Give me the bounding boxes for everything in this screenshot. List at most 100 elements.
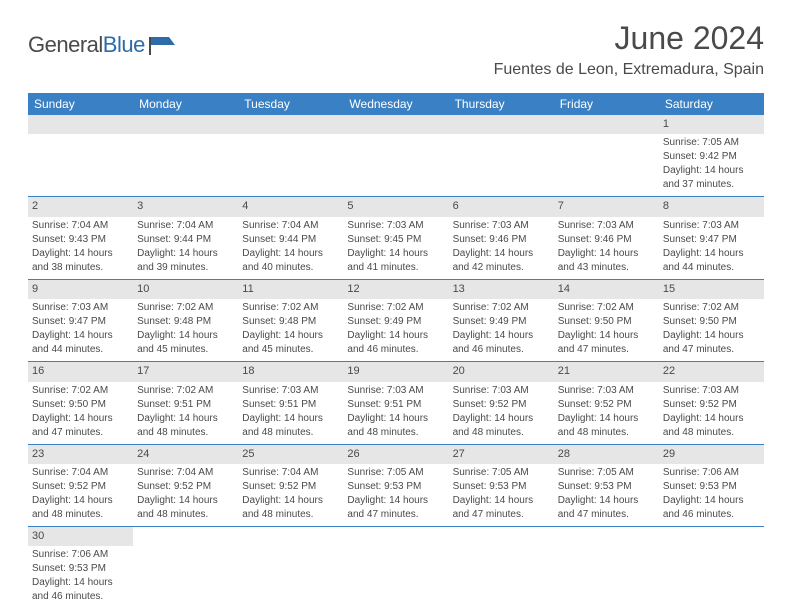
calendar-day-cell: 11Sunrise: 7:02 AMSunset: 9:48 PMDayligh…: [238, 279, 343, 361]
daylight-text-1: Daylight: 14 hours: [347, 247, 444, 261]
daylight-text-1: Daylight: 14 hours: [242, 247, 339, 261]
sunset-text: Sunset: 9:48 PM: [242, 315, 339, 329]
day-body: Sunrise: 7:04 AMSunset: 9:43 PMDaylight:…: [28, 217, 133, 279]
daylight-text-2: and 44 minutes.: [32, 343, 129, 357]
sunset-text: Sunset: 9:51 PM: [347, 398, 444, 412]
daylight-text-1: Daylight: 14 hours: [137, 494, 234, 508]
sunrise-text: Sunrise: 7:04 AM: [32, 466, 129, 480]
brand-logo: GeneralBlue: [28, 20, 177, 58]
calendar-day-cell: 21Sunrise: 7:03 AMSunset: 9:52 PMDayligh…: [554, 362, 659, 444]
daylight-text-1: Daylight: 14 hours: [347, 494, 444, 508]
calendar-day-cell: 14Sunrise: 7:02 AMSunset: 9:50 PMDayligh…: [554, 279, 659, 361]
calendar-day-cell: 29Sunrise: 7:06 AMSunset: 9:53 PMDayligh…: [659, 444, 764, 526]
daylight-text-1: Daylight: 14 hours: [453, 494, 550, 508]
day-number: 3: [133, 197, 238, 216]
day-number-empty: [28, 115, 133, 134]
day-number: 10: [133, 280, 238, 299]
calendar-week-row: 30Sunrise: 7:06 AMSunset: 9:53 PMDayligh…: [28, 526, 764, 608]
daylight-text-1: Daylight: 14 hours: [242, 494, 339, 508]
day-body: Sunrise: 7:03 AMSunset: 9:46 PMDaylight:…: [554, 217, 659, 279]
sunrise-text: Sunrise: 7:05 AM: [558, 466, 655, 480]
daylight-text-2: and 45 minutes.: [242, 343, 339, 357]
calendar-day-cell: 4Sunrise: 7:04 AMSunset: 9:44 PMDaylight…: [238, 197, 343, 279]
daylight-text-2: and 47 minutes.: [453, 508, 550, 522]
sunset-text: Sunset: 9:47 PM: [663, 233, 760, 247]
sunset-text: Sunset: 9:52 PM: [558, 398, 655, 412]
page-header: GeneralBlue June 2024 Fuentes de Leon, E…: [28, 20, 764, 79]
day-number: 21: [554, 362, 659, 381]
calendar-day-cell: 19Sunrise: 7:03 AMSunset: 9:51 PMDayligh…: [343, 362, 448, 444]
sunset-text: Sunset: 9:45 PM: [347, 233, 444, 247]
day-body: Sunrise: 7:04 AMSunset: 9:52 PMDaylight:…: [133, 464, 238, 526]
daylight-text-1: Daylight: 14 hours: [663, 329, 760, 343]
sunset-text: Sunset: 9:53 PM: [663, 480, 760, 494]
day-number: 29: [659, 445, 764, 464]
weekday-header: Saturday: [659, 93, 764, 115]
day-body: Sunrise: 7:02 AMSunset: 9:51 PMDaylight:…: [133, 382, 238, 444]
day-body: Sunrise: 7:03 AMSunset: 9:47 PMDaylight:…: [28, 299, 133, 361]
sunrise-text: Sunrise: 7:02 AM: [347, 301, 444, 315]
day-number-empty: [449, 115, 554, 134]
daylight-text-2: and 48 minutes.: [32, 508, 129, 522]
sunset-text: Sunset: 9:46 PM: [453, 233, 550, 247]
weekday-header-row: Sunday Monday Tuesday Wednesday Thursday…: [28, 93, 764, 115]
sunrise-text: Sunrise: 7:06 AM: [663, 466, 760, 480]
sunset-text: Sunset: 9:50 PM: [663, 315, 760, 329]
day-body: Sunrise: 7:05 AMSunset: 9:53 PMDaylight:…: [554, 464, 659, 526]
calendar-day-cell: 3Sunrise: 7:04 AMSunset: 9:44 PMDaylight…: [133, 197, 238, 279]
weekday-header: Tuesday: [238, 93, 343, 115]
sunset-text: Sunset: 9:52 PM: [137, 480, 234, 494]
day-number: 6: [449, 197, 554, 216]
day-body: Sunrise: 7:05 AMSunset: 9:53 PMDaylight:…: [343, 464, 448, 526]
calendar-day-cell: 7Sunrise: 7:03 AMSunset: 9:46 PMDaylight…: [554, 197, 659, 279]
sunset-text: Sunset: 9:49 PM: [347, 315, 444, 329]
daylight-text-2: and 43 minutes.: [558, 261, 655, 275]
sunrise-text: Sunrise: 7:03 AM: [453, 384, 550, 398]
sunrise-text: Sunrise: 7:03 AM: [242, 384, 339, 398]
calendar-day-cell: 27Sunrise: 7:05 AMSunset: 9:53 PMDayligh…: [449, 444, 554, 526]
calendar-day-cell: [28, 115, 133, 197]
daylight-text-1: Daylight: 14 hours: [453, 247, 550, 261]
sunset-text: Sunset: 9:52 PM: [32, 480, 129, 494]
day-number: 17: [133, 362, 238, 381]
sunrise-text: Sunrise: 7:03 AM: [558, 219, 655, 233]
sunrise-text: Sunrise: 7:02 AM: [137, 301, 234, 315]
weekday-header: Sunday: [28, 93, 133, 115]
day-body: Sunrise: 7:06 AMSunset: 9:53 PMDaylight:…: [659, 464, 764, 526]
daylight-text-1: Daylight: 14 hours: [32, 329, 129, 343]
daylight-text-1: Daylight: 14 hours: [137, 247, 234, 261]
day-number: 20: [449, 362, 554, 381]
calendar-day-cell: 18Sunrise: 7:03 AMSunset: 9:51 PMDayligh…: [238, 362, 343, 444]
daylight-text-1: Daylight: 14 hours: [137, 412, 234, 426]
sunset-text: Sunset: 9:44 PM: [242, 233, 339, 247]
daylight-text-2: and 48 minutes.: [663, 426, 760, 440]
day-body: Sunrise: 7:03 AMSunset: 9:46 PMDaylight:…: [449, 217, 554, 279]
daylight-text-2: and 46 minutes.: [32, 590, 129, 604]
day-number: 15: [659, 280, 764, 299]
calendar-day-cell: 17Sunrise: 7:02 AMSunset: 9:51 PMDayligh…: [133, 362, 238, 444]
daylight-text-1: Daylight: 14 hours: [347, 329, 444, 343]
calendar-day-cell: [133, 115, 238, 197]
day-number-empty: [238, 115, 343, 134]
calendar-day-cell: [554, 526, 659, 608]
daylight-text-2: and 48 minutes.: [242, 508, 339, 522]
day-number: 2: [28, 197, 133, 216]
sunset-text: Sunset: 9:53 PM: [453, 480, 550, 494]
daylight-text-2: and 48 minutes.: [137, 426, 234, 440]
day-number: 30: [28, 527, 133, 546]
calendar-table: Sunday Monday Tuesday Wednesday Thursday…: [28, 93, 764, 608]
daylight-text-2: and 38 minutes.: [32, 261, 129, 275]
daylight-text-1: Daylight: 14 hours: [558, 329, 655, 343]
daylight-text-1: Daylight: 14 hours: [558, 247, 655, 261]
day-body: Sunrise: 7:02 AMSunset: 9:50 PMDaylight:…: [28, 382, 133, 444]
day-body: Sunrise: 7:03 AMSunset: 9:52 PMDaylight:…: [449, 382, 554, 444]
day-body: Sunrise: 7:04 AMSunset: 9:44 PMDaylight:…: [238, 217, 343, 279]
weekday-header: Wednesday: [343, 93, 448, 115]
sunset-text: Sunset: 9:50 PM: [558, 315, 655, 329]
calendar-day-cell: [343, 526, 448, 608]
calendar-day-cell: [659, 526, 764, 608]
daylight-text-2: and 45 minutes.: [137, 343, 234, 357]
calendar-day-cell: 20Sunrise: 7:03 AMSunset: 9:52 PMDayligh…: [449, 362, 554, 444]
daylight-text-2: and 47 minutes.: [558, 343, 655, 357]
day-body: Sunrise: 7:04 AMSunset: 9:52 PMDaylight:…: [238, 464, 343, 526]
